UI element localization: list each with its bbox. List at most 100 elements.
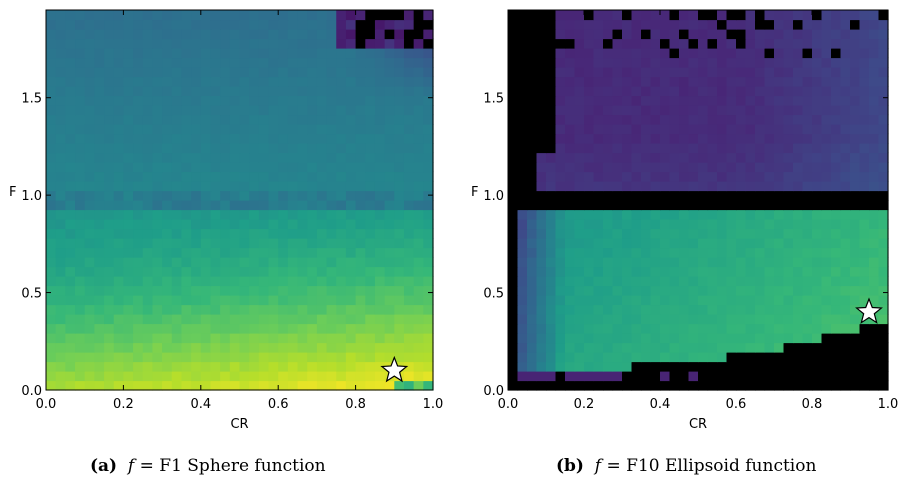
heatmap-cell: [698, 380, 709, 391]
heatmap-cell: [181, 228, 192, 239]
heatmap-cell: [220, 266, 231, 277]
heatmap-cell: [75, 10, 86, 21]
heatmap-cell: [104, 171, 115, 182]
heatmap-cell: [517, 19, 528, 30]
heatmap-cell: [774, 124, 785, 135]
heatmap-cell: [220, 76, 231, 87]
heatmap-cell: [152, 48, 163, 59]
heatmap-cell: [181, 323, 192, 334]
heatmap-cell: [46, 352, 57, 363]
heatmap-cell: [162, 304, 173, 315]
heatmap-cell: [764, 124, 775, 135]
heatmap-cell: [336, 257, 347, 268]
heatmap-cell: [546, 124, 557, 135]
heatmap-cell: [220, 19, 231, 30]
heatmap-cell: [840, 266, 851, 277]
heatmap-cell: [384, 152, 395, 163]
heatmap-cell: [622, 10, 633, 21]
heatmap-cell: [679, 257, 690, 268]
heatmap-cell: [365, 295, 376, 306]
heatmap-cell: [162, 86, 173, 97]
heatmap-cell: [536, 266, 547, 277]
heatmap-cell: [171, 200, 183, 211]
heatmap-cell: [793, 143, 804, 154]
heatmap-cell: [152, 200, 163, 211]
heatmap-cell: [831, 295, 842, 306]
heatmap-cell: [191, 76, 202, 87]
heatmap-cell: [162, 238, 173, 249]
heatmap-cell: [745, 38, 756, 49]
heatmap-cell: [641, 10, 652, 21]
heatmap-cell: [878, 57, 889, 68]
heatmap-cell: [850, 333, 861, 344]
heatmap-cell: [229, 238, 241, 249]
heatmap-cell: [152, 19, 163, 30]
heatmap-cell: [517, 333, 528, 344]
heatmap-cell: [688, 133, 699, 144]
heatmap-cell: [593, 181, 604, 192]
heatmap-cell: [840, 228, 851, 239]
heatmap-cell: [764, 342, 775, 353]
heatmap-cell: [774, 266, 785, 277]
heatmap-cells: [508, 10, 889, 391]
heatmap-cell: [162, 247, 173, 258]
heatmap-cell: [94, 181, 105, 192]
heatmap-cell: [669, 304, 680, 315]
heatmap-cell: [840, 48, 851, 59]
heatmap-cell: [736, 114, 747, 125]
heatmap-cell: [133, 143, 144, 154]
heatmap-cell: [229, 247, 241, 258]
heatmap-cell: [336, 162, 347, 173]
heatmap-cell: [793, 333, 804, 344]
heatmap-cell: [821, 10, 832, 21]
heatmap-cell: [113, 295, 125, 306]
heatmap-cell: [707, 67, 718, 78]
heatmap-cell: [660, 29, 671, 40]
heatmap-cell: [384, 295, 395, 306]
heatmap-cell: [46, 219, 57, 230]
heatmap-cell: [133, 133, 144, 144]
heatmap-cell: [200, 342, 212, 353]
heatmap-cell: [821, 114, 832, 125]
heatmap-cell: [336, 95, 347, 106]
heatmap-cell: [812, 219, 823, 230]
heatmap-cell: [831, 76, 842, 87]
heatmap-cell: [181, 57, 192, 68]
heatmap-cell: [46, 333, 57, 344]
heatmap-cell: [669, 295, 680, 306]
heatmap-cell: [84, 143, 95, 154]
heatmap-cell: [297, 133, 308, 144]
heatmap-cell: [774, 276, 785, 287]
heatmap-cell: [603, 190, 614, 201]
heatmap-cell: [736, 95, 747, 106]
heatmap-cell: [555, 57, 566, 68]
heatmap-cell: [717, 114, 728, 125]
heatmap-cell: [152, 171, 163, 182]
heatmap-cell: [191, 105, 202, 116]
heatmap-cell: [593, 10, 604, 21]
heatmap-cell: [584, 295, 595, 306]
heatmap-cell: [717, 247, 728, 258]
heatmap-cell: [755, 19, 766, 30]
heatmap-cell: [821, 190, 832, 201]
heatmap-cell: [878, 67, 889, 78]
heatmap-cell: [736, 361, 747, 372]
heatmap-cell: [200, 276, 212, 287]
heatmap-cell: [403, 209, 415, 220]
heatmap-cell: [239, 105, 250, 116]
caption-b-tag: (b): [556, 456, 584, 476]
heatmap-cell: [46, 285, 57, 296]
heatmap-cell: [278, 38, 289, 49]
heatmap-cell: [249, 200, 260, 211]
heatmap-cell: [142, 314, 154, 325]
heatmap-cell: [65, 285, 76, 296]
heatmap-cell: [812, 171, 823, 182]
heatmap-cell: [736, 266, 747, 277]
heatmap-cell: [355, 361, 366, 372]
heatmap-cell: [508, 86, 519, 97]
heatmap-cell: [84, 371, 95, 382]
heatmap-cell: [75, 38, 86, 49]
heatmap-cell: [622, 342, 633, 353]
heatmap-cell: [220, 114, 231, 125]
heatmap-cell: [584, 323, 595, 334]
